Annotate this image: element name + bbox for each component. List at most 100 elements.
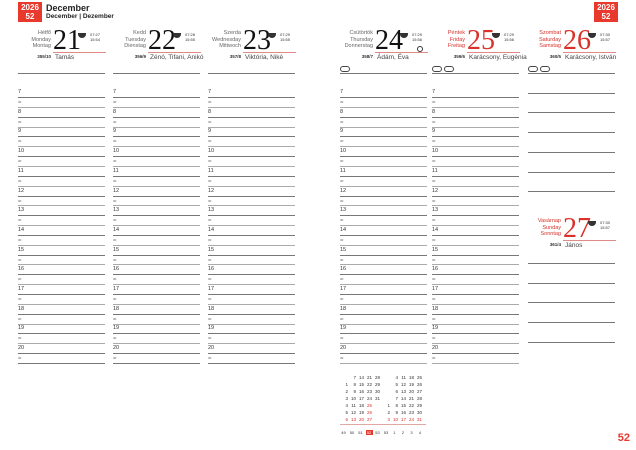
hour-line[interactable] <box>340 215 427 217</box>
hour-line[interactable] <box>18 156 105 158</box>
half-hour-line[interactable] <box>340 165 427 167</box>
hour-line[interactable] <box>113 116 200 118</box>
half-hour-line[interactable] <box>432 146 519 148</box>
week-number[interactable]: 3 <box>410 430 413 435</box>
hour-line[interactable] <box>432 294 519 295</box>
calendar-day[interactable]: 8 <box>395 403 398 408</box>
note-line[interactable] <box>528 191 615 193</box>
calendar-day[interactable] <box>382 395 390 402</box>
calendar-day[interactable]: 25 <box>416 375 422 380</box>
calendar-day[interactable]: 17 <box>358 396 364 401</box>
calendar-day[interactable]: 27 <box>416 389 422 394</box>
hour-line[interactable] <box>113 215 200 217</box>
half-hour-line[interactable] <box>208 146 295 148</box>
half-hour-line[interactable] <box>432 244 519 246</box>
half-hour-line[interactable] <box>432 185 519 187</box>
calendar-day[interactable]: 2 <box>345 389 348 394</box>
half-hour-line[interactable] <box>113 205 200 207</box>
half-hour-line[interactable] <box>18 106 105 108</box>
hour-line[interactable] <box>432 274 519 276</box>
half-hour-line[interactable] <box>340 146 427 148</box>
calendar-day[interactable]: 10 <box>350 396 356 401</box>
half-hour-line[interactable] <box>432 225 519 226</box>
half-hour-line[interactable] <box>18 205 105 207</box>
half-hour-line[interactable] <box>113 343 200 345</box>
note-line[interactable] <box>528 132 615 134</box>
calendar-day[interactable]: 24 <box>408 417 414 422</box>
half-hour-line[interactable] <box>18 343 105 345</box>
half-hour-line[interactable] <box>432 343 519 345</box>
hour-line[interactable] <box>432 97 519 98</box>
hour-line[interactable] <box>432 353 519 355</box>
half-hour-line[interactable] <box>113 303 200 305</box>
half-hour-line[interactable] <box>113 284 200 286</box>
half-hour-line[interactable] <box>340 106 427 108</box>
hour-line[interactable] <box>113 333 200 335</box>
hour-line[interactable] <box>432 333 519 335</box>
half-hour-line[interactable] <box>208 343 295 345</box>
calendar-day[interactable]: 15 <box>400 403 406 408</box>
calendar-day[interactable] <box>382 381 390 388</box>
hour-line[interactable] <box>432 156 519 158</box>
hour-line[interactable] <box>18 254 105 256</box>
half-hour-line[interactable] <box>340 225 427 226</box>
hour-line[interactable] <box>340 136 427 138</box>
hour-line[interactable] <box>18 195 105 197</box>
hour-line[interactable] <box>18 313 105 315</box>
hour-line[interactable] <box>113 313 200 315</box>
half-hour-line[interactable] <box>113 126 200 128</box>
hour-line[interactable] <box>208 274 295 276</box>
half-hour-line[interactable] <box>208 106 295 108</box>
calendar-day[interactable]: 10 <box>392 417 398 422</box>
calendar-day[interactable]: 29 <box>416 403 422 408</box>
note-line[interactable] <box>528 322 615 324</box>
hour-line[interactable] <box>208 215 295 217</box>
note-line[interactable] <box>528 151 615 153</box>
hour-line[interactable] <box>208 136 295 138</box>
calendar-day[interactable]: 18 <box>408 375 414 380</box>
hour-line[interactable] <box>340 234 427 236</box>
hour-line[interactable] <box>208 156 295 158</box>
calendar-day[interactable]: 26 <box>416 382 422 387</box>
calendar-day[interactable]: 9 <box>395 410 398 415</box>
half-hour-line[interactable] <box>208 185 295 187</box>
week-number[interactable]: 1 <box>393 430 396 435</box>
calendar-day[interactable]: 5 <box>395 382 398 387</box>
calendar-day[interactable]: 25 <box>366 403 372 408</box>
calendar-day[interactable]: 6 <box>395 389 398 394</box>
calendar-day[interactable]: 23 <box>408 410 414 415</box>
half-hour-line[interactable] <box>208 264 295 266</box>
hour-line[interactable] <box>208 313 295 315</box>
note-line[interactable] <box>528 302 615 304</box>
week-number[interactable]: 52 <box>365 430 373 435</box>
calendar-day[interactable]: 15 <box>358 382 364 387</box>
half-hour-line[interactable] <box>208 284 295 286</box>
half-hour-line[interactable] <box>208 244 295 246</box>
hour-line[interactable] <box>208 333 295 335</box>
hour-line[interactable] <box>18 353 105 355</box>
half-hour-line[interactable] <box>432 323 519 325</box>
hour-line[interactable] <box>340 97 427 98</box>
hour-line[interactable] <box>18 97 105 98</box>
calendar-day[interactable]: 2 <box>387 410 390 415</box>
hour-line[interactable] <box>113 175 200 177</box>
half-hour-line[interactable] <box>432 362 519 364</box>
calendar-day[interactable]: 22 <box>408 403 414 408</box>
hour-line[interactable] <box>113 195 200 197</box>
calendar-day[interactable]: 16 <box>400 410 406 415</box>
week-number[interactable]: 49 <box>341 430 346 435</box>
hour-line[interactable] <box>432 234 519 236</box>
hour-line[interactable] <box>18 116 105 118</box>
calendar-day[interactable] <box>372 416 380 423</box>
calendar-day[interactable] <box>382 388 390 395</box>
half-hour-line[interactable] <box>208 165 295 167</box>
calendar-day[interactable]: 28 <box>416 396 422 401</box>
half-hour-line[interactable] <box>113 244 200 246</box>
calendar-day[interactable]: 4 <box>345 403 348 408</box>
hour-line[interactable] <box>113 353 200 355</box>
calendar-day[interactable]: 16 <box>358 389 364 394</box>
calendar-day[interactable]: 26 <box>366 410 372 415</box>
half-hour-line[interactable] <box>340 343 427 345</box>
hour-line[interactable] <box>208 195 295 197</box>
hour-line[interactable] <box>340 353 427 355</box>
